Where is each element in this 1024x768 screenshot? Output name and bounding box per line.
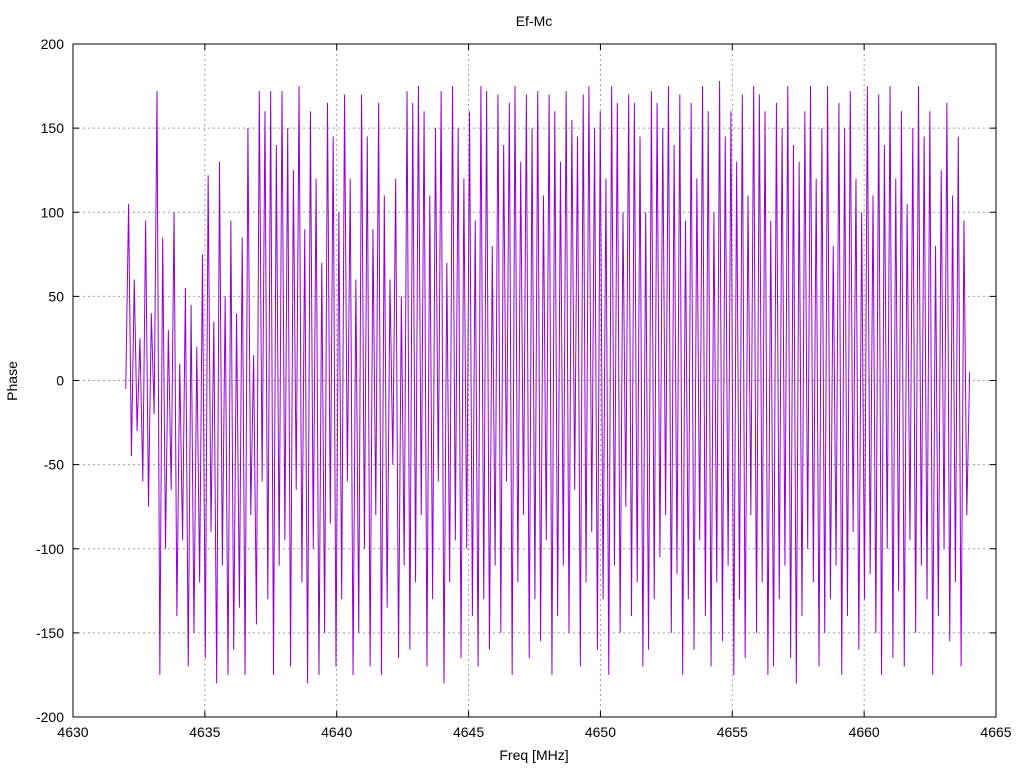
y-tick-label: -200	[36, 709, 64, 725]
y-tick-labels: -200 -150 -100 -50 0 50 100 150 200	[36, 36, 64, 725]
y-tick-label: 200	[41, 36, 65, 52]
y-tick-label: 150	[41, 120, 65, 136]
x-tick-label: 4655	[717, 724, 748, 740]
y-tick-label: 0	[56, 373, 64, 389]
y-tick-label: 50	[48, 288, 64, 304]
x-tick-label: 4650	[585, 724, 616, 740]
x-tick-label: 4645	[453, 724, 484, 740]
x-tick-labels: 4630 4635 4640 4645 4650 4655 4660 4665	[57, 724, 1011, 740]
y-tick-label: -100	[36, 541, 64, 557]
y-tick-label: -50	[44, 457, 64, 473]
x-tick-label: 4665	[980, 724, 1011, 740]
series-group	[125, 81, 971, 684]
tick-marks	[72, 43, 997, 718]
y-tick-label: 100	[41, 204, 65, 220]
x-tick-label: 4660	[849, 724, 880, 740]
chart-title: Ef-Mc	[516, 13, 553, 29]
series-line	[125, 81, 971, 684]
x-tick-label: 4630	[57, 724, 88, 740]
x-tick-label: 4640	[321, 724, 352, 740]
x-tick-label: 4635	[189, 724, 220, 740]
y-tick-label: -150	[36, 625, 64, 641]
x-axis-label: Freq [MHz]	[499, 747, 568, 763]
y-axis-label: Phase	[4, 361, 20, 401]
